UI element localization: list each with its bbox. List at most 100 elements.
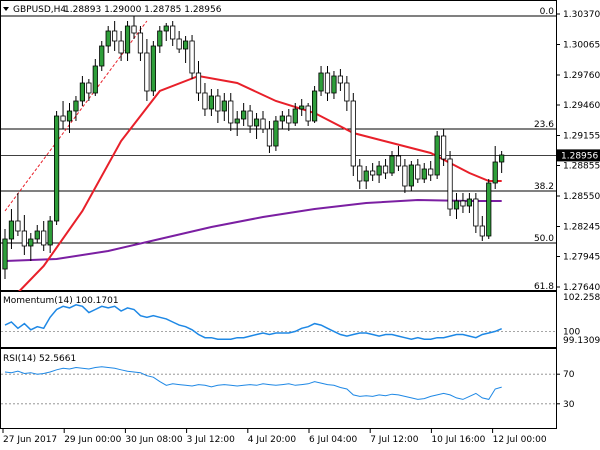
price-tick-label: 1.28855	[563, 162, 600, 172]
candle	[34, 225, 40, 243]
rsi-tick-label: 70	[563, 370, 575, 380]
candle-body	[47, 220, 53, 246]
candle	[137, 26, 144, 61]
candle	[8, 209, 15, 249]
candle-body	[215, 95, 221, 112]
candle-body	[350, 100, 356, 167]
candle	[253, 113, 260, 139]
momentum-tick-label: 102.2586	[563, 293, 600, 303]
candle-body	[234, 118, 240, 124]
candle-body	[189, 40, 195, 74]
candle	[54, 111, 60, 225]
rsi-pane-frame	[0, 348, 557, 429]
candle-body	[492, 161, 498, 184]
candle-body	[479, 225, 485, 237]
candle-body	[66, 110, 73, 122]
candle	[492, 146, 498, 189]
price-pane[interactable]: 0.0 23.6 38.2 50.0 61.8 GBPUSD,H4 1.28893 1.…	[0, 0, 600, 307]
time-tick-label: 10 Jul 16:00	[431, 435, 485, 445]
candle	[221, 93, 227, 121]
rsi-pane[interactable]: RSI(14) 52.5661 70 30	[0, 348, 575, 429]
price-tick-label: 1.28550	[563, 192, 600, 202]
candle	[41, 221, 47, 251]
candle-body	[92, 65, 98, 94]
candle	[73, 96, 79, 121]
candle-body	[286, 115, 292, 124]
candle	[453, 193, 460, 219]
dropdown-triangle-icon[interactable]	[3, 7, 9, 11]
candle	[408, 161, 414, 191]
candle	[324, 66, 331, 101]
candle-body	[112, 30, 118, 42]
candle	[131, 16, 137, 39]
momentum-series	[4, 304, 502, 340]
candle-body	[357, 165, 363, 182]
symbol-label: GBPUSD,H4	[13, 5, 66, 15]
candle-body	[344, 82, 350, 102]
candle	[66, 103, 73, 133]
candle-body	[73, 100, 79, 112]
candle	[79, 76, 85, 106]
candle-body	[241, 110, 247, 120]
time-tick-label: 3 Jul 12:00	[187, 435, 236, 445]
candle	[144, 39, 150, 101]
candle	[299, 99, 305, 116]
candle	[286, 109, 292, 131]
momentum-title: Momentum(14) 100.1701	[3, 296, 119, 306]
quote-label: 1.28893 1.29000 1.28785 1.28956	[64, 5, 222, 15]
price-axis: 1.30370 1.30065 1.29760 1.29460 1.29155 1.288…	[556, 10, 600, 293]
candle-body	[79, 82, 85, 102]
candle-body	[144, 52, 150, 92]
candle	[112, 21, 118, 51]
candle-body	[499, 154, 505, 163]
candle-body	[395, 155, 402, 167]
candle	[92, 59, 98, 96]
candle	[357, 159, 363, 189]
candle-body	[389, 155, 395, 174]
current-price-tag	[557, 149, 600, 162]
candle-body	[124, 25, 131, 54]
candle-body	[34, 230, 40, 240]
candle	[150, 41, 156, 96]
time-tick-label: 27 Jun 2017	[3, 435, 57, 445]
candle-body	[266, 128, 273, 147]
price-tick-label: 1.30065	[563, 41, 600, 51]
rsi-title: RSI(14) 52.5661	[3, 354, 76, 364]
momentum-tick-label: 100	[563, 327, 580, 337]
candle	[428, 161, 434, 181]
candle	[318, 66, 324, 96]
price-tick-label: 1.28245	[563, 223, 600, 233]
candle	[2, 229, 8, 279]
fib-level-label: 38.2	[534, 182, 554, 192]
candle	[337, 69, 344, 91]
candle-body	[202, 92, 208, 110]
candle	[486, 179, 492, 239]
candle-body	[208, 95, 214, 110]
candle-body	[434, 135, 440, 176]
candle-body	[279, 115, 285, 122]
candle	[447, 151, 453, 216]
candle-body	[318, 72, 324, 92]
price-tick-label: 1.29155	[563, 132, 600, 142]
candle	[421, 163, 427, 183]
candle-body	[273, 120, 279, 147]
candle-body	[440, 135, 447, 160]
candle-body	[86, 82, 92, 94]
candle	[479, 216, 485, 241]
candle-body	[382, 165, 389, 174]
candle-body	[195, 72, 202, 94]
time-axis: 27 Jun 2017 29 Jun 00:00 30 Jun 08:00 3 Jul…	[2, 429, 547, 445]
candle	[118, 31, 124, 61]
candle	[376, 161, 382, 183]
candle	[228, 93, 234, 131]
candle-body	[460, 200, 466, 207]
fib-level-label: 0.0	[540, 7, 555, 17]
candle	[86, 79, 92, 101]
candle	[466, 193, 473, 213]
rsi-series	[4, 366, 502, 400]
candle-body	[150, 45, 156, 92]
candle-body	[376, 165, 382, 176]
fib-level-label: 23.6	[534, 120, 554, 130]
